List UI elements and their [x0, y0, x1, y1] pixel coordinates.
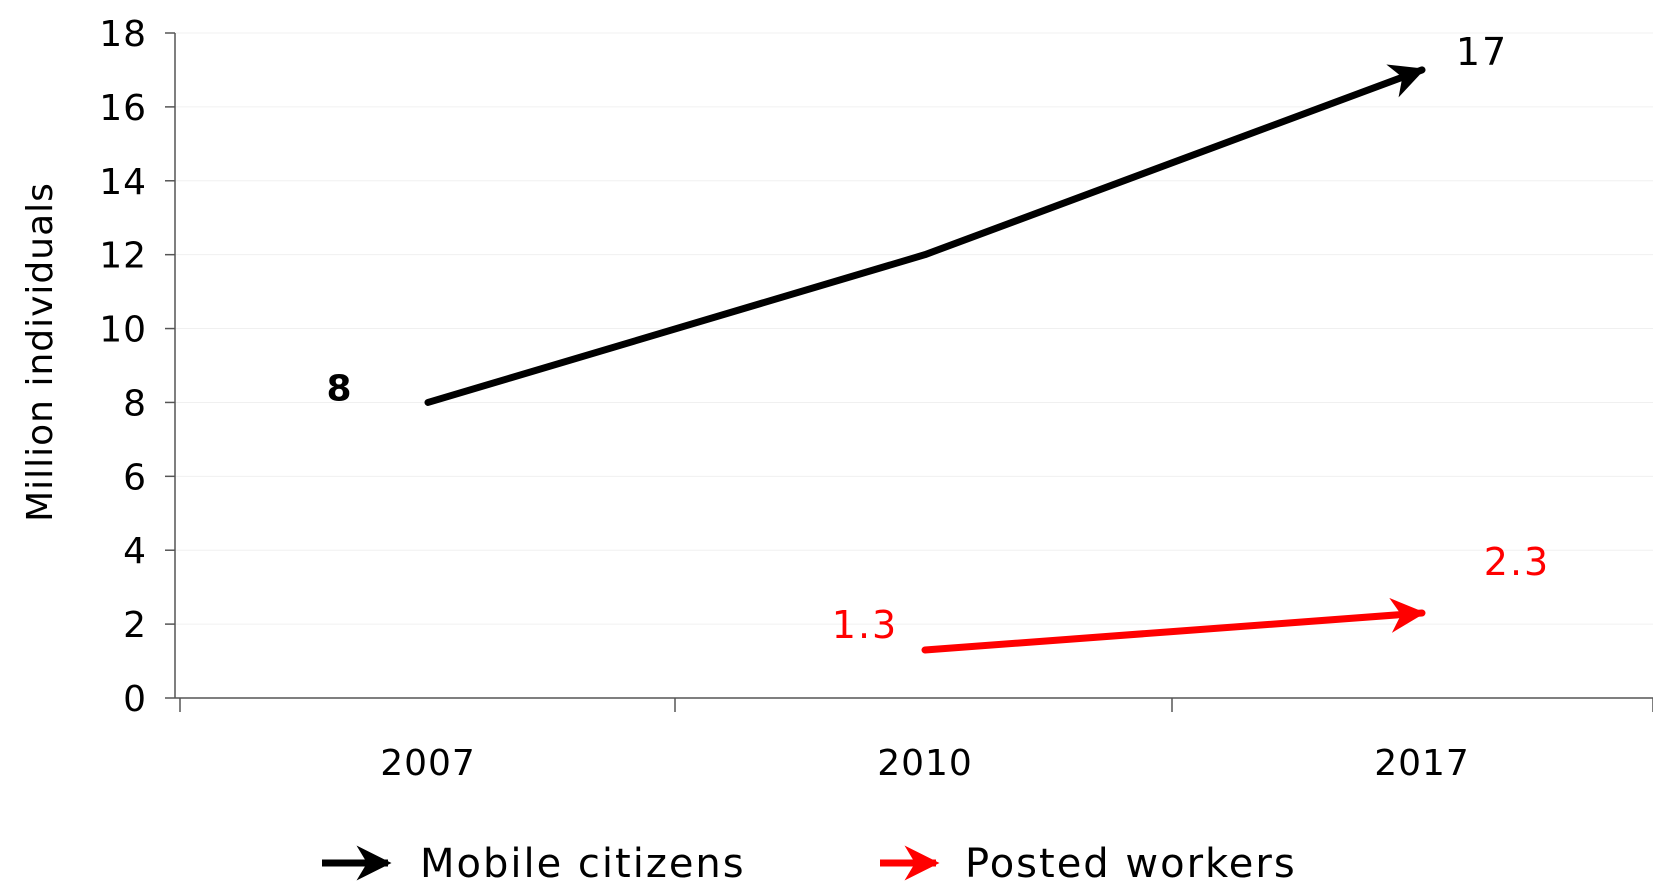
- data-label-mobile-citizens-2007: 8: [326, 368, 353, 409]
- y-tick-label-0: 0: [123, 679, 147, 720]
- x-axis: 2007 2010 2017: [175, 697, 1653, 784]
- data-label-mobile-citizens-2017: 17: [1456, 30, 1508, 74]
- data-point-mobile-citizens-2007: [427, 401, 429, 403]
- y-tick-label-6: 6: [123, 457, 147, 498]
- legend: Mobile citizens Posted workers: [322, 841, 1297, 885]
- series-line-mobile-citizens: [424, 64, 1426, 406]
- y-tick-label-4: 4: [123, 531, 147, 572]
- y-axis: 0 2 4 6 8 10 12 14 16 18: [99, 14, 176, 720]
- y-tick-label-18: 18: [99, 14, 147, 55]
- series-layer: [424, 64, 1426, 654]
- data-label-posted-workers-2010: 1.3: [832, 603, 898, 647]
- y-tick-label-16: 16: [99, 88, 147, 129]
- x-tick-label-2010: 2010: [877, 743, 973, 784]
- y-tick-label-10: 10: [99, 310, 147, 351]
- data-point-mobile-citizens-2010: [924, 254, 926, 256]
- data-point-mobile-citizens-2017: [1421, 69, 1423, 71]
- y-tick-label-14: 14: [99, 162, 147, 203]
- data-labels: 8 17 1.3 2.3: [326, 30, 1550, 647]
- legend-item-mobile-citizens: Mobile citizens: [322, 841, 746, 885]
- legend-label-mobile-citizens: Mobile citizens: [420, 841, 746, 885]
- y-tick-label-2: 2: [123, 605, 147, 646]
- data-point-posted-workers-2010: [924, 649, 926, 651]
- data-label-posted-workers-2017: 2.3: [1484, 540, 1550, 584]
- y-tick-label-12: 12: [99, 236, 147, 277]
- y-tick-label-8: 8: [123, 383, 147, 424]
- legend-label-posted-workers: Posted workers: [965, 841, 1297, 885]
- gridlines: [175, 32, 1653, 625]
- legend-item-posted-workers: Posted workers: [880, 841, 1297, 885]
- data-point-posted-workers-2017: [1421, 612, 1423, 614]
- x-tick-label-2007: 2007: [380, 743, 476, 784]
- x-tick-label-2017: 2017: [1374, 743, 1470, 784]
- y-axis-title: Million individuals: [20, 182, 61, 522]
- series-line-posted-workers: [921, 597, 1426, 654]
